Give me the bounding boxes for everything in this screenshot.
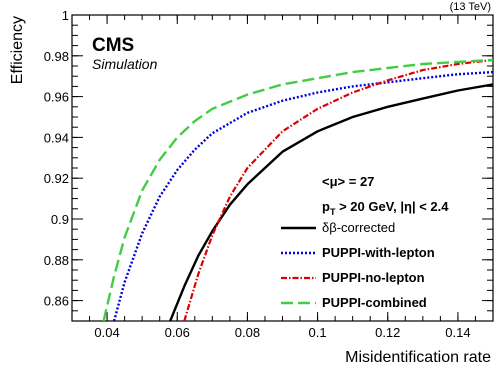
selection-annotation: pT > 20 GeV, |η| < 2.4 <box>322 199 449 217</box>
y-axis: 0.86 0.88 0.9 0.92 0.94 0.96 0.98 1 <box>44 8 493 322</box>
pileup-annotation: <μ> = 27 <box>322 174 374 189</box>
selection-p: p <box>322 199 330 214</box>
experiment-sub-label: Simulation <box>92 56 158 72</box>
legend-label: δβ-corrected <box>322 220 395 235</box>
selection-t-subscript: T <box>330 207 336 217</box>
x-tick-label: 0.06 <box>165 325 190 340</box>
selection-rest: > 20 GeV, |η| < 2.4 <box>335 199 449 214</box>
x-tick-label: 0.04 <box>94 325 119 340</box>
experiment-label: CMS <box>92 35 134 56</box>
y-tick-label: 0.98 <box>44 49 69 64</box>
series-line--corrected <box>169 83 493 321</box>
series-layer <box>102 58 493 321</box>
y-tick-label: 0.86 <box>44 294 69 309</box>
y-axis-title: Efficiency <box>9 16 26 84</box>
y-tick-label: 0.92 <box>44 171 69 186</box>
x-tick-label: 0.14 <box>445 325 470 340</box>
legend-label: PUPPI-combined <box>322 295 427 310</box>
x-tick-label: 0.12 <box>375 325 400 340</box>
x-tick-label: 0.08 <box>235 325 260 340</box>
y-tick-label: 1 <box>62 8 69 23</box>
series-line-puppi-with-lepton <box>112 70 493 321</box>
series-line-puppi-no-lepton <box>183 58 493 321</box>
x-axis-title: Misidentification rate <box>345 349 491 366</box>
x-tick-label: 0.1 <box>309 325 327 340</box>
y-tick-label: 0.96 <box>44 90 69 105</box>
y-tick-label: 0.9 <box>51 212 69 227</box>
legend-label: PUPPI-with-lepton <box>322 245 435 260</box>
legend-label: PUPPI-no-lepton <box>322 270 425 285</box>
y-tick-label: 0.88 <box>44 253 69 268</box>
y-tick-label: 0.94 <box>44 130 69 145</box>
energy-label: (13 TeV) <box>450 1 491 13</box>
series-line-puppi-combined <box>102 58 493 321</box>
x-axis: 0.04 0.06 0.08 0.1 0.12 0.14 <box>71 15 494 340</box>
legend: δβ-corrected PUPPI-with-lepton PUPPI-no-le… <box>281 220 435 310</box>
